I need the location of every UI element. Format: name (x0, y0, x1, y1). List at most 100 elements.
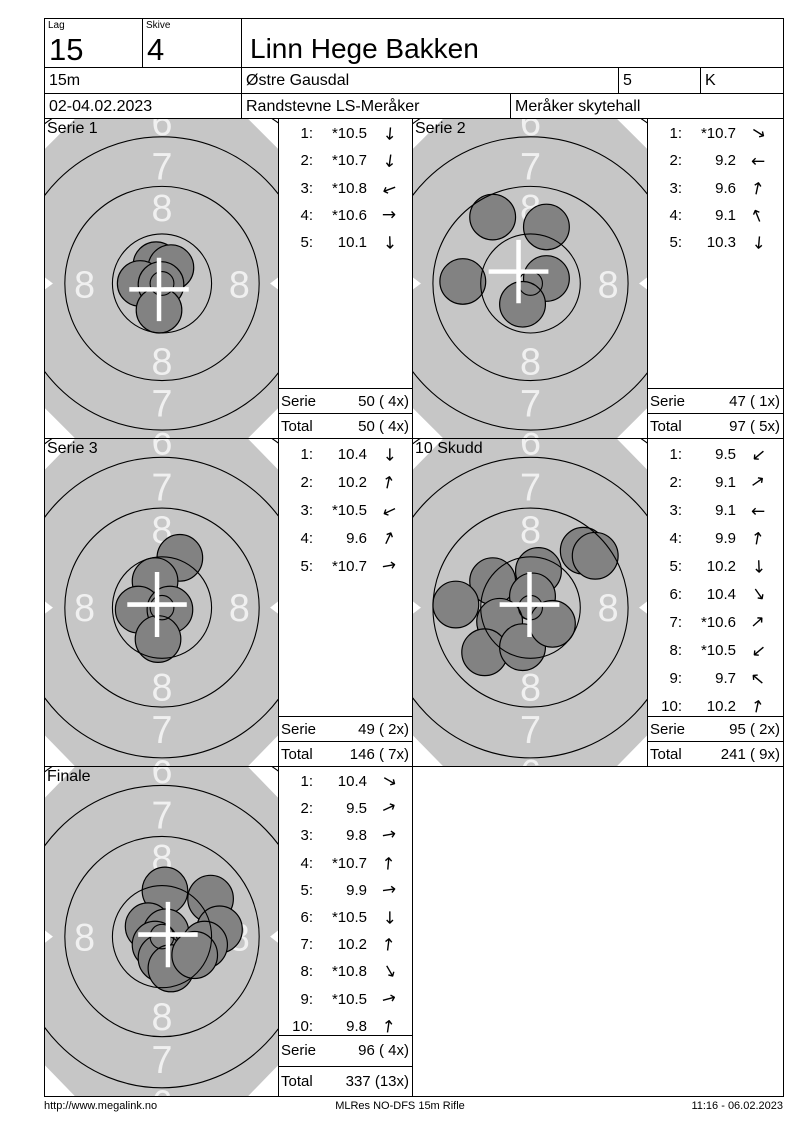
shot-number: 1: (300, 445, 313, 463)
skive-value: 4 (147, 32, 165, 67)
shot-number: 5: (300, 881, 313, 899)
total-sum-row: Total 337 (13x) (279, 1065, 412, 1097)
shot-value: 9.8 (346, 827, 367, 845)
ring-circle (432, 185, 629, 382)
ring-number: 6 (152, 439, 173, 464)
shot-hole (522, 203, 570, 251)
ring-number: 6 (152, 119, 173, 143)
total-label: Total (281, 417, 313, 435)
target-graphic: 67888876 (45, 119, 278, 438)
total-value: 241 ( 9x) (720, 745, 780, 763)
shot-direction-arrow: → (377, 936, 400, 953)
shot-direction-arrow: → (746, 529, 769, 547)
shot-row: 3: 9.1 → (648, 496, 783, 524)
ring-number: 6 (152, 767, 173, 792)
total-sum-row: Total 97 ( 5x) (648, 413, 783, 438)
lag-value: 15 (49, 32, 84, 67)
shot-number: 1: (300, 125, 313, 143)
score-10-skudd: 1: 9.5 → 2: 9.1 → 3: 9.1 → 4: 9.9 → 5: 10.2 → 6: 10.4 → 7:… (647, 438, 784, 767)
shot-value: 9.6 (715, 179, 736, 197)
shot-list: 1: 10.4 → 2: 10.2 → 3: *10.5 → 4: 9.6 → 5: *10.7 → (279, 439, 412, 716)
shot-number: 3: (300, 827, 313, 845)
shot-number: 9: (300, 990, 313, 1008)
club-cell: Østre Gausdal (241, 67, 619, 94)
ring-number: 8 (520, 666, 541, 709)
shot-row: 5: 10.3 → (648, 229, 783, 256)
ring-number: 8 (520, 341, 541, 383)
shot-hole (439, 258, 487, 305)
shot-value: 9.5 (715, 445, 736, 463)
shot-number: 8: (669, 641, 682, 659)
serie-value: 49 ( 2x) (358, 720, 409, 738)
serie-sum-row: Serie 47 ( 1x) (648, 388, 783, 413)
shot-row: 3: *10.5 → (279, 496, 412, 524)
panel-title: Serie 2 (415, 120, 466, 137)
shot-number: 6: (669, 585, 682, 603)
shot-row: 2: 9.1 → (648, 468, 783, 496)
shot-number: 2: (300, 800, 313, 818)
event-cell: Randstevne LS-Meråker (241, 93, 511, 119)
ring-number: 8 (598, 587, 619, 630)
ring-number: 7 (152, 1038, 173, 1082)
shot-row: 1: 9.5 → (648, 440, 783, 468)
event-name: Randstevne LS-Meråker (246, 98, 420, 115)
shot-direction-arrow: → (379, 987, 399, 1011)
shot-row: 4: 9.9 → (648, 524, 783, 552)
ring-number: 7 (520, 382, 541, 424)
shot-number: 4: (300, 854, 313, 872)
shot-number: 10: (661, 697, 682, 715)
target-graphic: 67888876 (413, 439, 647, 766)
total-label: Total (650, 417, 682, 435)
shot-hole (432, 580, 480, 629)
shot-row: 5: 10.1 → (279, 229, 412, 256)
class-letter-cell: K (700, 67, 784, 94)
ring-circle (480, 233, 581, 334)
footer-url: http://www.megalink.no (44, 1100, 158, 1112)
shot-direction-arrow: → (380, 554, 398, 577)
shot-direction-arrow: → (377, 855, 400, 872)
ring-circle (45, 136, 278, 431)
target-finale: 67888876 Finale (44, 766, 279, 1097)
target-graphic: 67888876 (413, 119, 647, 438)
shot-value: 10.3 (706, 234, 736, 252)
shot-direction-arrow: → (746, 179, 769, 198)
panel-title: Serie 3 (47, 440, 98, 457)
serie-sum-row: Serie 49 ( 2x) (279, 716, 412, 741)
shot-row: 5: 9.9 → (279, 877, 412, 904)
shot-row: 2: 10.2 → (279, 468, 412, 496)
skive-label: Skive (146, 20, 171, 31)
target-serie-1: 67888876 Serie 1 (44, 118, 279, 439)
shot-row: 7: 10.2 → (279, 931, 412, 958)
ring-circle (413, 456, 647, 759)
serie-label: Serie (281, 1042, 317, 1060)
shot-value: 9.6 (346, 529, 367, 547)
shot-value: *10.7 (331, 557, 367, 575)
panel-title: Finale (47, 768, 91, 785)
shot-row: 5: *10.7 → (279, 552, 412, 580)
shot-value: *10.6 (331, 207, 367, 225)
ring-number: 8 (152, 996, 173, 1040)
serie-sum-row: Serie 50 ( 4x) (279, 388, 412, 413)
ring-circle (432, 507, 629, 708)
shot-value: 9.9 (346, 881, 367, 899)
shot-direction-arrow: → (377, 960, 402, 983)
shot-value: *10.8 (331, 963, 367, 981)
total-label: Total (281, 745, 313, 763)
ring-number: 8 (152, 341, 173, 383)
shot-value: 10.2 (706, 557, 736, 575)
distance: 15m (49, 72, 81, 89)
shot-list: 1: 9.5 → 2: 9.1 → 3: 9.1 → 4: 9.9 → 5: 10.2 → 6: 10.4 → 7:… (648, 439, 783, 716)
shot-direction-arrow: → (380, 878, 398, 901)
shot-direction-arrow: → (746, 696, 769, 715)
shot-value: 10.4 (337, 773, 367, 791)
shot-direction-arrow: → (378, 152, 401, 170)
shot-row: 10: 10.2 → (648, 692, 783, 716)
shot-row: 4: 9.1 → (648, 202, 783, 229)
ring-number: 8 (520, 509, 541, 552)
shot-value: *10.5 (331, 125, 367, 143)
shot-direction-arrow: → (378, 768, 401, 794)
shot-direction-arrow: → (377, 472, 400, 491)
shot-number: 2: (300, 152, 313, 170)
left-edge-mark (45, 601, 53, 614)
ring-number: 7 (520, 466, 541, 509)
